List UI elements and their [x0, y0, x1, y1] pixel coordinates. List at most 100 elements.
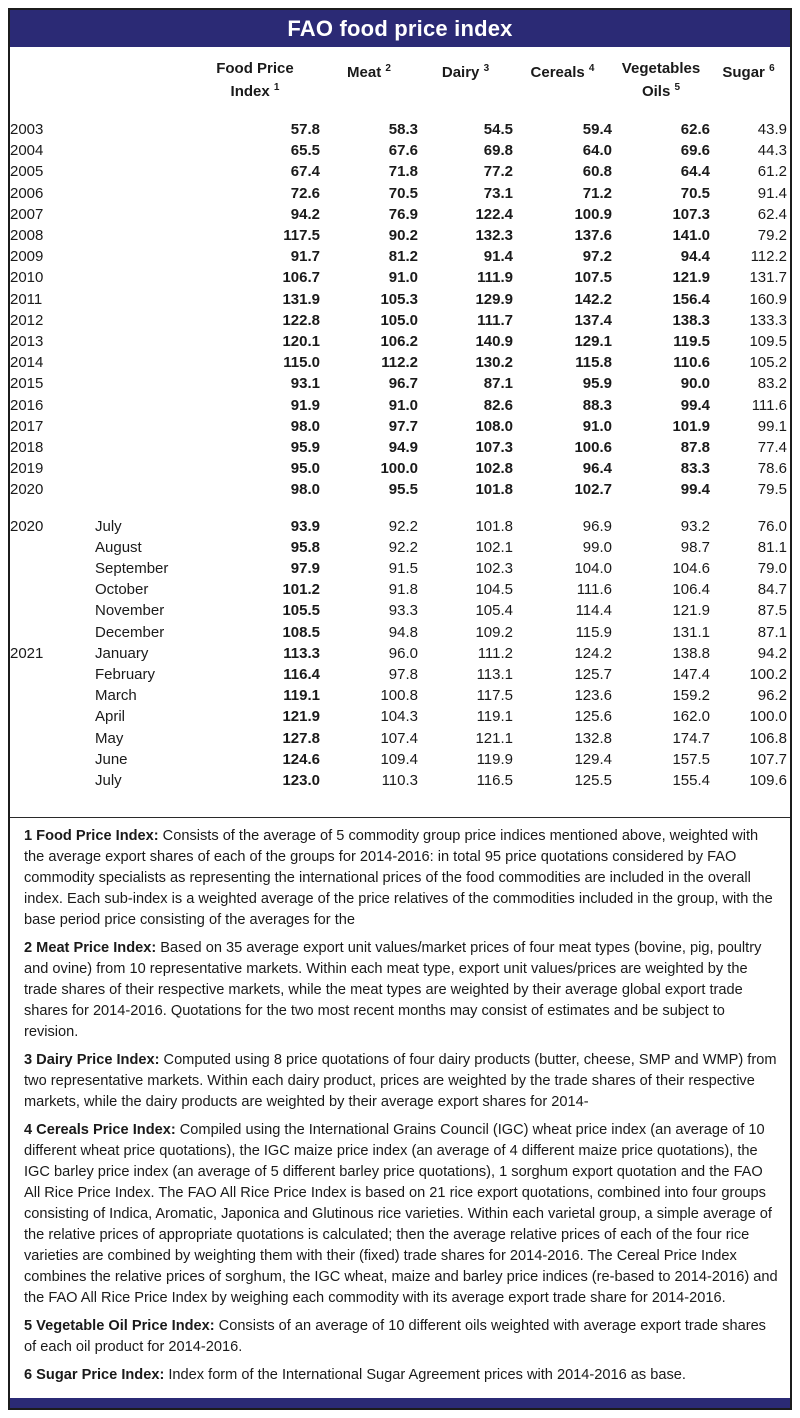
value-food-price-index: 108.5 [282, 623, 320, 641]
value-vegetables-oils: 121.9 [672, 602, 710, 620]
value-sugar: 100.2 [749, 666, 787, 684]
value-vegetables-oils: 156.4 [672, 290, 710, 308]
table-row-year: 2017 98.0 97.7 108.0 91.0 101.9 99.1 [10, 416, 787, 437]
value-dairy: 69.8 [483, 142, 513, 160]
value-sugar: 109.6 [749, 772, 787, 790]
monthly-rows: 2020 July 93.9 92.2 101.8 96.9 93.2 76.0 August 9… [10, 516, 787, 792]
value-food-price-index: 91.7 [290, 248, 320, 266]
value-food-price-index: 131.9 [282, 290, 320, 308]
value-sugar: 91.4 [757, 184, 787, 202]
row-label-header [10, 57, 190, 101]
year-label [10, 706, 95, 727]
month-label: July [95, 772, 122, 790]
footnote-2-label: 2 Meat Price Index: [24, 940, 157, 957]
year-label: 2007 [10, 205, 44, 223]
value-dairy: 119.1 [476, 708, 513, 726]
section-spacer [10, 501, 787, 516]
table-row-month: August 95.8 92.2 102.1 99.0 98.7 81.1 [10, 537, 787, 558]
value-sugar: 112.2 [750, 248, 787, 266]
value-dairy: 113.1 [476, 666, 513, 684]
value-cereals: 129.4 [574, 750, 612, 768]
table-row-month: November 105.5 93.3 105.4 114.4 121.9 87.5 [10, 600, 787, 621]
value-meat: 106.2 [380, 333, 418, 351]
value-meat: 92.2 [388, 538, 418, 556]
value-meat: 96.0 [388, 644, 418, 662]
value-dairy: 82.6 [483, 396, 513, 414]
value-vegetables-oils: 69.6 [680, 142, 710, 160]
table-row-year: 2012 122.8 105.0 111.7 137.4 138.3 133.3 [10, 310, 787, 331]
value-dairy: 122.4 [475, 205, 513, 223]
value-vegetables-oils: 155.4 [672, 772, 710, 790]
value-meat: 96.7 [388, 375, 418, 393]
year-label: 2006 [10, 184, 44, 202]
value-dairy: 104.5 [475, 581, 513, 599]
value-cereals: 91.0 [582, 417, 612, 435]
footnote-5-label: 5 Vegetable Oil Price Index: [24, 1318, 215, 1335]
footnote-1: 1 Food Price Index: Consists of the aver… [24, 828, 773, 929]
value-vegetables-oils: 110.6 [673, 354, 710, 372]
value-vegetables-oils: 162.0 [672, 708, 710, 726]
value-cereals: 124.2 [574, 644, 612, 662]
year-label: 2009 [10, 248, 44, 266]
value-meat: 110.3 [381, 772, 418, 790]
year-label: 2015 [10, 375, 44, 393]
value-food-price-index: 95.8 [290, 538, 320, 556]
footnotes-section: 1 Food Price Index: Consists of the aver… [10, 818, 790, 1398]
value-food-price-index: 120.1 [282, 333, 320, 351]
value-meat: 100.0 [380, 460, 418, 478]
value-sugar: 84.7 [757, 581, 787, 599]
value-vegetables-oils: 138.8 [672, 644, 710, 662]
column-header-vegetables-oils: Vegetables Oils 5 [621, 60, 701, 100]
footnote-6-label: 6 Sugar Price Index: [24, 1367, 165, 1384]
value-sugar: 131.7 [749, 269, 787, 287]
table-row-year: 2006 72.6 70.5 73.1 71.2 70.5 91.4 [10, 183, 787, 204]
year-label: 2003 [10, 121, 44, 138]
value-dairy: 111.7 [477, 311, 513, 329]
value-cereals: 100.6 [574, 439, 612, 457]
value-cereals: 129.1 [574, 333, 612, 351]
value-meat: 70.5 [388, 184, 418, 202]
year-label [10, 728, 95, 749]
value-vegetables-oils: 174.7 [672, 729, 710, 747]
month-label: May [95, 729, 124, 747]
year-label [10, 537, 95, 558]
year-label [10, 749, 95, 770]
value-vegetables-oils: 147.4 [672, 666, 710, 684]
column-header-cereals: Cereals 4 [530, 63, 595, 81]
footnotes-divider [10, 817, 790, 819]
value-cereals: 111.6 [576, 581, 612, 599]
value-meat: 91.5 [388, 560, 418, 578]
value-vegetables-oils: 159.2 [672, 687, 710, 705]
page-title: FAO food price index [287, 15, 513, 41]
year-label [10, 622, 95, 643]
value-food-price-index: 113.3 [283, 644, 320, 662]
value-sugar: 99.1 [757, 417, 787, 435]
year-label: 2020 [10, 517, 44, 535]
value-meat: 105.3 [380, 290, 418, 308]
value-sugar: 81.1 [757, 538, 787, 556]
value-sugar: 133.3 [749, 311, 787, 329]
table-row-month: October 101.2 91.8 104.5 111.6 106.4 84.7 [10, 579, 787, 600]
value-food-price-index: 116.4 [283, 666, 320, 684]
value-dairy: 129.9 [475, 290, 513, 308]
value-cereals: 137.6 [574, 227, 612, 245]
value-dairy: 102.3 [475, 560, 513, 578]
value-sugar: 78.6 [757, 460, 787, 478]
year-label: 2017 [10, 417, 44, 435]
value-dairy: 111.2 [477, 644, 513, 662]
value-dairy: 117.5 [476, 687, 513, 705]
value-cereals: 102.7 [574, 481, 612, 499]
value-dairy: 108.0 [475, 417, 513, 435]
value-cereals: 115.9 [575, 623, 612, 641]
value-food-price-index: 101.2 [282, 581, 320, 599]
value-cereals: 96.9 [582, 517, 612, 535]
table-row-month: March 119.1 100.8 117.5 123.6 159.2 96.2 [10, 685, 787, 706]
value-sugar: 44.3 [757, 142, 787, 160]
value-food-price-index: 91.9 [290, 396, 320, 414]
value-vegetables-oils: 99.4 [680, 481, 710, 499]
value-cereals: 137.4 [574, 311, 612, 329]
value-cereals: 99.0 [582, 538, 612, 556]
table-row-month: July 123.0 110.3 116.5 125.5 155.4 109.6 [10, 770, 787, 791]
year-label [10, 600, 95, 621]
value-vegetables-oils: 119.5 [673, 333, 710, 351]
